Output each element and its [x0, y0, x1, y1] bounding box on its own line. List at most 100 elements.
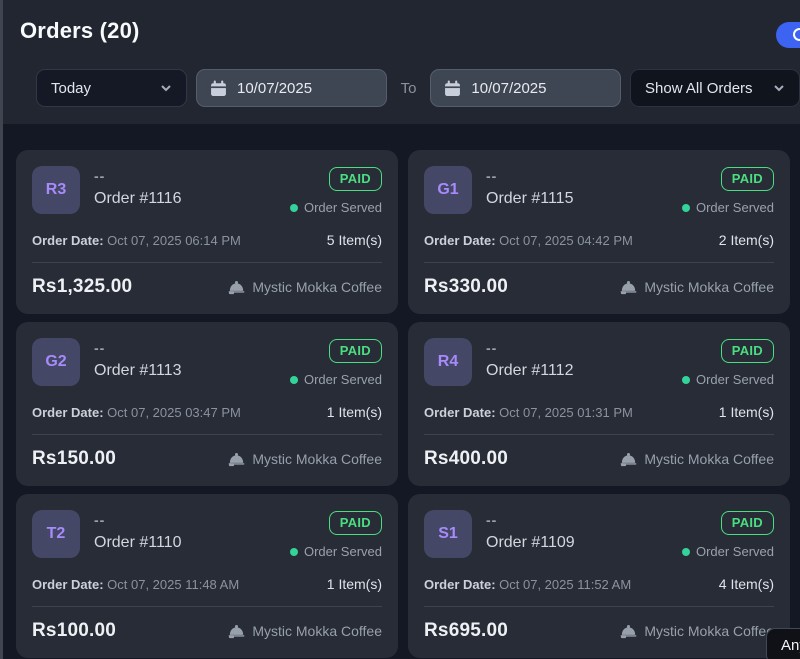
order-date-label: Order Date: — [424, 404, 496, 420]
cloche-icon — [228, 624, 245, 638]
venue: Mystic Mokka Coffee — [228, 623, 382, 639]
cloche-icon — [620, 280, 637, 294]
order-status-column: PAID Order Served — [681, 510, 774, 559]
order-card-top: G2 -- Order #1113 PAID Order Served — [32, 338, 382, 387]
orders-grid: R3 -- Order #1116 PAID Order Served Orde… — [0, 124, 800, 658]
order-card[interactable]: S1 -- Order #1109 PAID Order Served Orde… — [408, 494, 790, 658]
customer-placeholder: -- — [486, 512, 498, 528]
venue-name: Mystic Mokka Coffee — [644, 451, 774, 467]
customer-placeholder: -- — [486, 168, 498, 184]
paid-badge: PAID — [720, 167, 774, 191]
card-divider — [424, 606, 774, 607]
order-number: Order #1116 — [94, 189, 182, 207]
date-from-value: 10/07/2025 — [237, 79, 313, 97]
order-status-column: PAID Order Served — [681, 338, 774, 387]
venue-name: Mystic Mokka Coffee — [252, 279, 382, 295]
order-date: Order Date: Oct 07, 2025 04:42 PM — [424, 233, 633, 248]
paid-badge: PAID — [720, 511, 774, 535]
order-date: Order Date: Oct 07, 2025 06:14 PM — [32, 233, 241, 248]
order-card[interactable]: G1 -- Order #1115 PAID Order Served Orde… — [408, 150, 790, 314]
order-served-status: Order Served — [681, 372, 774, 387]
item-count: 1 Item(s) — [326, 576, 382, 592]
item-count: 5 Item(s) — [326, 232, 382, 248]
chevron-down-icon — [774, 85, 784, 92]
order-served-label: Order Served — [695, 372, 774, 387]
order-date-value: Oct 07, 2025 04:42 PM — [499, 232, 633, 248]
left-edge-strip — [0, 0, 3, 659]
order-identity: -- Order #1116 — [94, 166, 181, 208]
order-identity: -- Order #1109 — [486, 510, 575, 552]
venue-name: Mystic Mokka Coffee — [252, 451, 382, 467]
customer-placeholder: -- — [486, 340, 498, 356]
order-identity: -- Order #1110 — [94, 510, 181, 552]
primary-action-button[interactable] — [776, 22, 800, 48]
table-badge: G2 — [32, 338, 80, 386]
order-meta-row: Order Date: Oct 07, 2025 11:48 AM 1 Item… — [32, 576, 382, 592]
order-card-top: R3 -- Order #1116 PAID Order Served — [32, 166, 382, 215]
chevron-down-icon — [161, 85, 171, 92]
table-badge: S1 — [424, 510, 472, 558]
order-served-label: Order Served — [695, 544, 774, 559]
order-amount: Rs1,325.00 — [32, 276, 133, 297]
order-card-bottom: Rs400.00 Mystic Mokka Coffee — [424, 448, 774, 470]
order-card-top: S1 -- Order #1109 PAID Order Served — [424, 510, 774, 559]
order-identity: -- Order #1112 — [486, 338, 573, 380]
customer-placeholder: -- — [94, 512, 106, 528]
date-from-input[interactable]: 10/07/2025 — [196, 69, 387, 107]
venue-name: Mystic Mokka Coffee — [644, 279, 774, 295]
status-dot-icon — [681, 375, 690, 384]
item-count: 2 Item(s) — [718, 232, 774, 248]
order-date-label: Order Date: — [32, 404, 104, 420]
date-range-select-value: Today — [51, 79, 92, 97]
date-range-select[interactable]: Today — [36, 69, 187, 107]
order-status-column: PAID Order Served — [289, 166, 382, 215]
order-card[interactable]: R4 -- Order #1112 PAID Order Served Orde… — [408, 322, 790, 486]
order-amount: Rs400.00 — [424, 448, 509, 469]
tooltip: Any — [766, 628, 800, 659]
table-badge: T2 — [32, 510, 80, 558]
cloche-icon — [228, 452, 245, 466]
order-card-top: T2 -- Order #1110 PAID Order Served — [32, 510, 382, 559]
order-status-column: PAID Order Served — [289, 338, 382, 387]
order-card[interactable]: T2 -- Order #1110 PAID Order Served Orde… — [16, 494, 398, 658]
order-card[interactable]: G2 -- Order #1113 PAID Order Served Orde… — [16, 322, 398, 486]
calendar-icon — [445, 80, 461, 96]
card-divider — [424, 262, 774, 263]
order-identity: -- Order #1115 — [486, 166, 573, 208]
to-label: To — [400, 79, 417, 97]
customer-placeholder: -- — [94, 168, 106, 184]
order-date-value: Oct 07, 2025 03:47 PM — [107, 404, 241, 420]
order-card[interactable]: R3 -- Order #1116 PAID Order Served Orde… — [16, 150, 398, 314]
item-count: 4 Item(s) — [718, 576, 774, 592]
order-card-top: G1 -- Order #1115 PAID Order Served — [424, 166, 774, 215]
order-card-bottom: Rs100.00 Mystic Mokka Coffee — [32, 620, 382, 642]
order-date: Order Date: Oct 07, 2025 11:48 AM — [32, 577, 239, 592]
order-number: Order #1113 — [94, 361, 182, 379]
venue: Mystic Mokka Coffee — [620, 279, 774, 295]
order-amount: Rs695.00 — [424, 620, 509, 641]
order-date: Order Date: Oct 07, 2025 01:31 PM — [424, 405, 633, 420]
order-served-status: Order Served — [289, 544, 382, 559]
date-to-input[interactable]: 10/07/2025 — [430, 69, 621, 107]
order-meta-row: Order Date: Oct 07, 2025 01:31 PM 1 Item… — [424, 404, 774, 420]
order-date-value: Oct 07, 2025 01:31 PM — [499, 404, 633, 420]
venue-name: Mystic Mokka Coffee — [644, 623, 774, 639]
order-card-bottom: Rs330.00 Mystic Mokka Coffee — [424, 276, 774, 298]
orders-header: Orders (20) Today 10/07/2025 To — [0, 0, 800, 124]
page-title: Orders (20) — [20, 18, 140, 43]
order-date-value: Oct 07, 2025 06:14 PM — [107, 232, 241, 248]
item-count: 1 Item(s) — [326, 404, 382, 420]
order-status-select[interactable]: Show All Orders — [630, 69, 800, 107]
order-meta-row: Order Date: Oct 07, 2025 04:42 PM 2 Item… — [424, 232, 774, 248]
table-badge: G1 — [424, 166, 472, 214]
order-date-value: Oct 07, 2025 11:48 AM — [107, 576, 240, 592]
order-amount: Rs330.00 — [424, 276, 509, 297]
cloche-icon — [620, 624, 637, 638]
cloche-icon — [620, 452, 637, 466]
card-divider — [424, 434, 774, 435]
order-served-label: Order Served — [303, 544, 382, 559]
date-to-value: 10/07/2025 — [471, 79, 547, 97]
status-dot-icon — [681, 547, 690, 556]
order-status-column: PAID Order Served — [289, 510, 382, 559]
order-served-label: Order Served — [695, 200, 774, 215]
